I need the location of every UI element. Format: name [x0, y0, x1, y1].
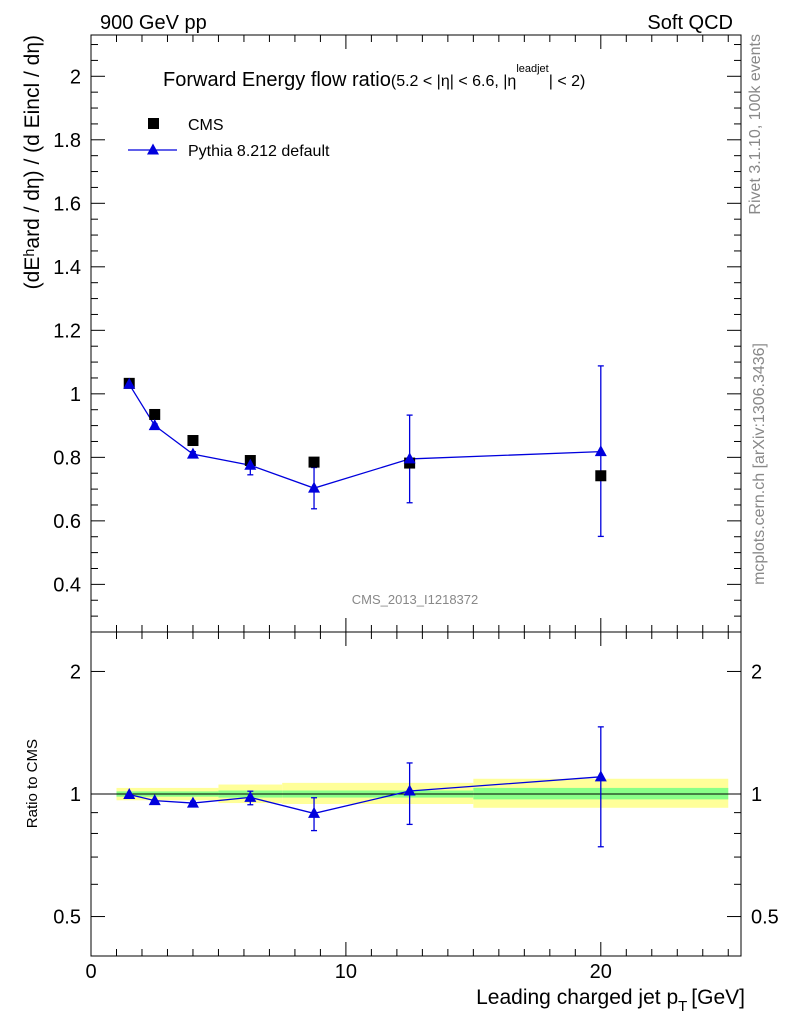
cms-point	[149, 408, 161, 420]
ratio-y-tick-label: 1	[70, 784, 81, 806]
ratio-panel: 0.5 0.5 1 1 2 2 0 10 20 Ratio to CMS Leading ch…	[24, 631, 779, 1015]
mc-error-bars	[126, 365, 604, 538]
ratio-mc-point	[403, 784, 416, 796]
x-tick-label: 10	[335, 961, 357, 983]
x-tick-label: 20	[590, 961, 612, 983]
mc-point	[123, 377, 136, 389]
ratio-y-axis-label: Ratio to CMS	[24, 739, 41, 828]
mc-point	[403, 452, 416, 464]
main-y-tick-label: 1	[70, 384, 81, 406]
watermark: CMS_2013_I1218372	[352, 592, 479, 607]
x-tick-labels: 0 10 20	[85, 961, 611, 983]
main-y-tick-label: 0.8	[53, 447, 81, 469]
rivet-label: Rivet 3.1.10, 100k events	[747, 34, 764, 215]
main-y-tick-label: 1.4	[53, 257, 81, 279]
ratio-y-tick-label: 2	[70, 661, 81, 683]
legend: CMS Pythia 8.212 default	[128, 117, 330, 160]
uncertainty-bands	[116, 778, 729, 808]
ratio-axis-ticks	[90, 632, 741, 956]
mc-point	[308, 481, 321, 493]
main-y-tick-labels: 0.4 0.6 0.8 1 1.2 1.4 1.6 1.8 2	[53, 66, 81, 596]
mcplots-label: mcplots.cern.ch [arXiv:1306.3436]	[751, 343, 768, 585]
ratio-y-tick-label: 0.5	[53, 907, 81, 929]
legend-mc-label: Pythia 8.212 default	[188, 143, 330, 160]
mc-line	[128, 383, 601, 489]
ratio-mc-markers	[123, 770, 607, 818]
main-axis-ticks	[90, 35, 741, 632]
cms-data-points	[123, 377, 607, 482]
ratio-mc-point	[308, 806, 321, 818]
ratio-y-tick-label-right: 2	[751, 661, 762, 683]
cms-point	[308, 456, 320, 468]
x-tick-label: 0	[85, 961, 96, 983]
mc-point	[186, 447, 199, 459]
main-y-tick-label: 0.4	[53, 574, 81, 596]
main-y-tick-label: 1.6	[53, 193, 81, 215]
cms-point	[595, 470, 607, 482]
header-left: 900 GeV pp	[100, 12, 207, 34]
ratio-y-tick-labels: 0.5 0.5 1 1 2 2	[53, 661, 779, 928]
ratio-mc-point	[244, 790, 257, 802]
main-y-tick-label: 0.6	[53, 511, 81, 533]
mc-markers	[123, 377, 607, 493]
main-y-tick-label: 2	[70, 66, 81, 88]
chart-title: Forward Energy flow ratio(5.2 < |η| < 6.…	[163, 63, 585, 91]
cms-point	[187, 435, 199, 447]
mc-point	[594, 445, 607, 457]
ratio-mc-point	[148, 794, 161, 806]
main-y-axis-label: (dEʰard / dη) / (d Eincl / dη)	[21, 35, 44, 289]
ratio-mc-point	[594, 770, 607, 782]
mc-point	[244, 458, 257, 470]
ratio-mc-point	[186, 796, 199, 808]
main-y-tick-label: 1.8	[53, 130, 81, 152]
x-axis-label: Leading charged jet pT [GeV]	[476, 986, 745, 1015]
legend-mc-marker	[147, 143, 159, 155]
ratio-y-tick-label-right: 0.5	[751, 907, 779, 929]
mc-point	[148, 419, 161, 431]
main-y-tick-label: 1.2	[53, 320, 81, 342]
header-right: Soft QCD	[647, 12, 733, 34]
ratio-y-tick-label-right: 1	[751, 784, 762, 806]
ratio-mc-point	[123, 788, 136, 800]
legend-cms-marker	[148, 118, 159, 129]
main-panel: 0.4 0.6 0.8 1 1.2 1.4 1.6 1.8 2 Forward Energy f…	[21, 34, 742, 633]
legend-cms-label: CMS	[188, 117, 224, 134]
